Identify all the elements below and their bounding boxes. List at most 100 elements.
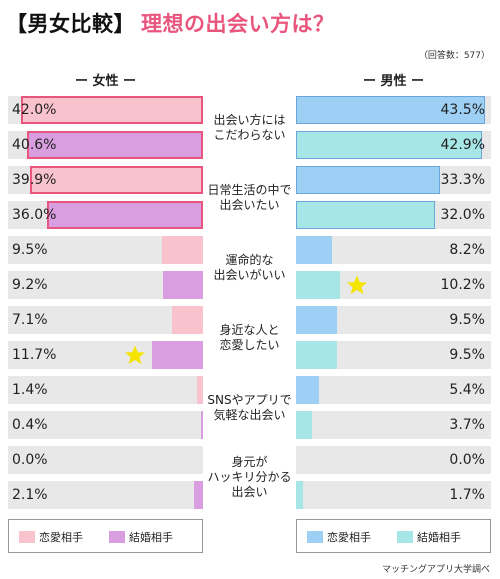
male-love-bar-0 [296,96,485,124]
category-label-line: ハッキリ分かる [207,470,292,484]
male-legend: 恋愛相手 結婚相手 [296,519,491,553]
male-love-bar-row-3: 9.5% [296,306,491,334]
male-marriage-bar-row-5: 1.7% [296,481,491,509]
female-marriage-bar-row-1: 36.0% [8,201,203,229]
male-love-swatch [307,531,323,543]
category-label-line: 日常生活の中で [207,182,292,197]
male-marriage-swatch [397,531,413,543]
male-marriage-bar-row-1: 32.0% [296,201,491,229]
female-panel-header: ー 女性 ー [74,74,137,89]
female-marriage-bar-5 [193,481,203,509]
female-love-value-label-3: 7.1% [12,312,48,328]
female-love-bar-row-5: 0.0% [8,446,203,474]
female-love-swatch [19,531,35,543]
male-love-bar-row-5: 0.0% [296,446,491,474]
female-marriage-bar-2 [163,271,203,299]
male-love-bar-4 [296,376,320,404]
female-love-value-label-1: 39.9% [12,172,57,188]
category-label-5: 身元が ハッキリ分かる 出会い [203,455,296,500]
male-marriage-bar-row-4: 3.7% [296,411,491,439]
male-marriage-bar-row-0: 42.9% [296,131,491,159]
category-label-2: 運命的な 出会いがいい [203,253,296,283]
female-legend-marriage-label: 結婚相手 [129,531,173,544]
female-legend-marriage: 結婚相手 [109,529,173,545]
male-marriage-value-label-0: 42.9% [440,137,485,153]
category-label-line: 身近な人と [219,322,280,337]
female-love-bar-0 [21,96,203,124]
category-label-0: 出会い方には こだわらない [203,113,296,143]
male-panel-header: ー 男性 ー [362,74,425,89]
female-love-value-label-2: 9.5% [12,242,48,258]
male-legend-love: 恋愛相手 [307,529,371,545]
male-legend-marriage: 結婚相手 [397,529,461,545]
female-marriage-value-label-3: 11.7% [12,347,57,363]
male-legend-love-label: 恋愛相手 [327,531,371,544]
female-marriage-bar-1 [47,201,203,229]
page-title: 【男女比較】 理想の出会い方は？ [6,8,335,38]
category-label-4: SNSやアプリで 気軽な出会い [203,393,296,423]
male-marriage-bar-row-2: 10.2% [296,271,491,299]
female-legend-love: 恋愛相手 [19,529,83,545]
category-label-line: 出会い方には [213,112,286,127]
sample-size-note: （回答数：577） [418,51,490,61]
male-marriage-bar-4 [296,411,313,439]
source-note: マッチングアプリ大学調べ [381,565,490,575]
female-marriage-bar-4 [201,411,203,439]
category-label-line: こだわらない [213,127,286,142]
male-love-bar-3 [296,306,338,334]
male-marriage-bar-2 [296,271,341,299]
female-marriage-bar-3 [152,341,203,369]
female-marriage-bar-row-0: 40.6% [8,131,203,159]
male-love-bar-row-1: 33.3% [296,166,491,194]
category-label-1: 日常生活の中で 出会いたい [203,183,296,213]
male-love-value-label-2: 8.2% [449,242,485,258]
female-love-bar-2 [161,236,203,264]
female-love-bar-row-3: 7.1% [8,306,203,334]
male-marriage-value-label-2: 10.2% [440,277,485,293]
male-marriage-value-label-1: 32.0% [440,207,485,223]
female-marriage-value-label-1: 36.0% [12,207,57,223]
title-prefix: 【男女比較】 [6,12,135,36]
male-love-value-label-0: 43.5% [440,102,485,118]
female-love-value-label-0: 42.0% [12,102,57,118]
female-love-bar-row-0: 42.0% [8,96,203,124]
male-marriage-value-label-5: 1.7% [449,487,485,503]
male-legend-marriage-label: 結婚相手 [417,531,461,544]
female-marriage-swatch [109,531,125,543]
female-marriage-bar-0 [27,131,203,159]
male-love-bar-row-4: 5.4% [296,376,491,404]
female-love-bar-1 [30,166,203,194]
female-legend: 恋愛相手 結婚相手 [8,519,203,553]
category-label-line: 運命的な [225,252,274,267]
male-highlight-star-icon [346,274,368,296]
male-marriage-bar-row-3: 9.5% [296,341,491,369]
female-marriage-bar-row-5: 2.1% [8,481,203,509]
female-marriage-value-label-0: 40.6% [12,137,57,153]
male-love-bar-row-0: 43.5% [296,96,491,124]
male-marriage-value-label-4: 3.7% [449,417,485,433]
female-marriage-bar-row-2: 9.2% [8,271,203,299]
female-marriage-value-label-5: 2.1% [12,487,48,503]
male-marriage-bar-5 [296,481,304,509]
female-marriage-value-label-4: 0.4% [12,417,48,433]
female-love-bar-4 [196,376,203,404]
male-marriage-bar-0 [296,131,482,159]
male-love-value-label-5: 0.0% [449,452,485,468]
category-label-line: 身元が [231,455,268,469]
category-label-line: 出会い [231,485,268,499]
male-marriage-bar-3 [296,341,338,369]
male-love-value-label-3: 9.5% [449,312,485,328]
male-love-bar-2 [296,236,332,264]
female-highlight-star-icon [124,344,146,366]
female-love-bar-row-2: 9.5% [8,236,203,264]
male-love-value-label-1: 33.3% [440,172,485,188]
male-love-value-label-4: 5.4% [449,382,485,398]
female-love-value-label-4: 1.4% [12,382,48,398]
category-label-line: 出会いたい [219,197,280,212]
female-marriage-bar-row-4: 0.4% [8,411,203,439]
female-marriage-bar-row-3: 11.7% [8,341,203,369]
category-label-3: 身近な人と 恋愛したい [203,323,296,353]
category-label-line: 恋愛したい [219,337,280,352]
female-love-bar-row-4: 1.4% [8,376,203,404]
category-label-line: SNSやアプリで [207,392,292,407]
